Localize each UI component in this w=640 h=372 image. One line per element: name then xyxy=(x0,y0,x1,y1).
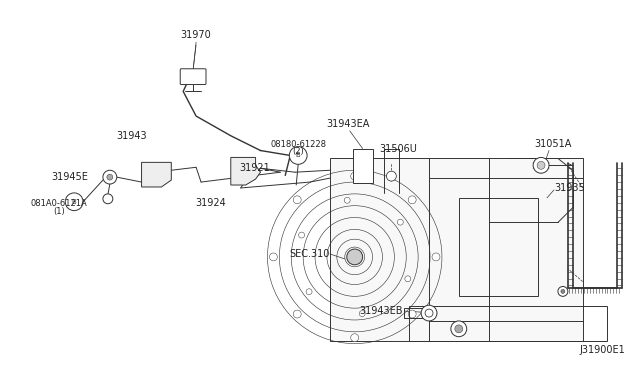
Text: 31945E: 31945E xyxy=(51,172,88,182)
Text: 08180-61228: 08180-61228 xyxy=(270,140,326,148)
Circle shape xyxy=(293,310,301,318)
Circle shape xyxy=(387,171,396,181)
FancyBboxPatch shape xyxy=(330,158,582,341)
Circle shape xyxy=(537,161,545,169)
Circle shape xyxy=(451,321,467,337)
Circle shape xyxy=(351,334,358,341)
Text: J31900E1: J31900E1 xyxy=(580,346,625,355)
Text: 31921: 31921 xyxy=(240,163,271,173)
Circle shape xyxy=(455,325,463,333)
Circle shape xyxy=(558,286,568,296)
Text: 31943: 31943 xyxy=(116,131,147,141)
Text: 31924: 31924 xyxy=(196,198,227,208)
Text: (2): (2) xyxy=(292,147,304,157)
Circle shape xyxy=(359,311,365,317)
Circle shape xyxy=(103,170,116,184)
Bar xyxy=(459,198,538,296)
Circle shape xyxy=(408,310,416,318)
Text: 081A0-6121A: 081A0-6121A xyxy=(31,199,88,208)
Text: 31970: 31970 xyxy=(180,30,211,40)
FancyBboxPatch shape xyxy=(180,69,206,84)
Text: 31051A: 31051A xyxy=(534,138,572,148)
Circle shape xyxy=(421,305,437,321)
Circle shape xyxy=(293,196,301,204)
Text: 31506U: 31506U xyxy=(380,144,417,154)
Circle shape xyxy=(432,253,440,261)
Text: 31943EB: 31943EB xyxy=(360,306,403,316)
Circle shape xyxy=(408,196,416,204)
Circle shape xyxy=(306,289,312,295)
Circle shape xyxy=(103,194,113,204)
Text: 31935: 31935 xyxy=(554,183,585,193)
Circle shape xyxy=(405,276,411,282)
Circle shape xyxy=(344,197,350,203)
Text: (1): (1) xyxy=(53,207,65,216)
Circle shape xyxy=(299,232,305,238)
Text: 31943EA: 31943EA xyxy=(326,119,369,129)
Polygon shape xyxy=(231,157,260,185)
Text: SEC.310: SEC.310 xyxy=(289,249,330,259)
Circle shape xyxy=(269,253,277,261)
Polygon shape xyxy=(141,162,172,187)
Circle shape xyxy=(107,174,113,180)
Circle shape xyxy=(347,249,363,265)
Circle shape xyxy=(289,147,307,164)
Polygon shape xyxy=(353,148,372,183)
Circle shape xyxy=(358,155,367,165)
Circle shape xyxy=(397,219,403,225)
Bar xyxy=(404,308,422,318)
Circle shape xyxy=(65,193,83,211)
Circle shape xyxy=(561,289,565,294)
Circle shape xyxy=(351,172,358,180)
Circle shape xyxy=(425,309,433,317)
Text: B: B xyxy=(296,153,301,158)
Text: B: B xyxy=(72,199,77,205)
Circle shape xyxy=(533,157,549,173)
